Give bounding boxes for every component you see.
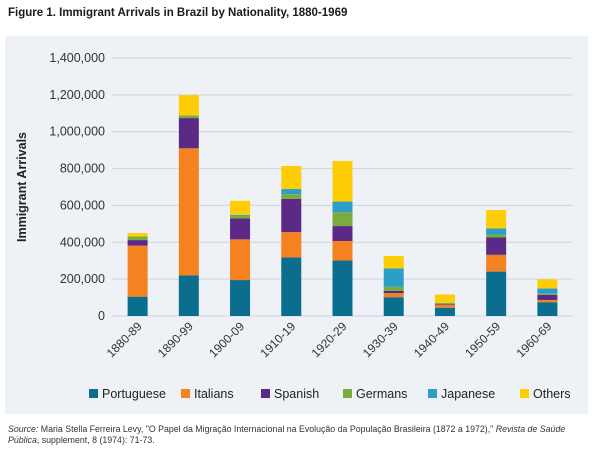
y-tick-label: 200,000 <box>60 272 105 286</box>
x-tick-label: 1900-09 <box>206 319 247 360</box>
legend-swatch-italians <box>181 389 190 398</box>
bar-segment-others <box>230 200 251 216</box>
legend-label-spanish: Spanish <box>274 387 319 401</box>
bar-segment-germans <box>178 115 199 119</box>
bar-segment-others <box>178 95 199 116</box>
x-tick-label: 1950-59 <box>462 319 503 360</box>
bar-segment-spanish <box>281 198 302 233</box>
bar-segment-portuguese <box>434 307 455 316</box>
bar-segment-italians <box>486 254 507 272</box>
bar-segment-japanese <box>383 268 404 287</box>
bar-segment-others <box>383 255 404 269</box>
bar-segment-germans <box>486 234 507 238</box>
bar-segment-spanish <box>537 294 558 300</box>
bar-segment-italians <box>178 148 199 276</box>
y-tick-label: 800,000 <box>60 162 105 176</box>
bar-segment-italians <box>383 293 404 298</box>
y-tick-label: 1,200,000 <box>49 88 105 102</box>
source-note: Source: Maria Stella Ferreira Levy, "O P… <box>8 424 588 446</box>
bar-segment-germans <box>332 212 353 227</box>
bar-segment-japanese <box>486 228 507 235</box>
bar-segment-italians <box>434 304 455 308</box>
bar-segment-spanish <box>383 290 404 294</box>
legend-label-germans: Germans <box>356 387 407 401</box>
y-tick-label: 1,400,000 <box>49 51 105 65</box>
bar-segment-portuguese <box>486 271 507 316</box>
legend-swatch-spanish <box>261 389 270 398</box>
legend-swatch-japanese <box>428 389 437 398</box>
bar-segment-others <box>537 279 558 289</box>
bar-segment-portuguese <box>127 296 148 316</box>
y-tick-label: 1,000,000 <box>49 125 105 139</box>
bar-segment-portuguese <box>537 302 558 316</box>
bar-segment-italians <box>230 239 251 281</box>
bar-segment-portuguese <box>383 297 404 316</box>
y-tick-label: 600,000 <box>60 198 105 212</box>
bar-segment-germans <box>127 236 148 241</box>
bar-segment-others <box>281 165 302 190</box>
bar-segment-germans <box>230 215 251 219</box>
legend-label-others: Others <box>533 387 571 401</box>
bar-segment-portuguese <box>281 257 302 316</box>
x-tick-label: 1920-29 <box>309 319 350 360</box>
bar-segment-spanish <box>178 118 199 149</box>
source-journal: Revista de Saúde Pública <box>8 424 566 445</box>
bar-segment-spanish <box>486 237 507 255</box>
chart-panel: 0 200,000 400,000 600,000 800,000 1,000,000 1,… <box>5 36 588 414</box>
legend-swatch-germans <box>343 389 352 398</box>
stacked-bar-chart: 0 200,000 400,000 600,000 800,000 1,000,000 1,… <box>15 51 573 401</box>
bar-segment-italians <box>127 245 148 297</box>
bar-segment-japanese <box>230 215 251 216</box>
figure-title: Figure 1. Immigrant Arrivals in Brazil b… <box>8 7 348 19</box>
bar-segment-japanese <box>281 189 302 195</box>
y-axis-title: Immigrant Arrivals <box>15 132 29 242</box>
legend-swatch-others <box>520 389 529 398</box>
legend-label-japanese: Japanese <box>441 387 495 401</box>
y-tick-label: 0 <box>98 309 105 323</box>
source-text-2: , supplement, 8 (1974): 71-73. <box>36 435 155 445</box>
bar-segment-portuguese <box>230 280 251 316</box>
bar-segment-spanish <box>127 240 148 246</box>
bar-segment-others <box>127 233 148 237</box>
bar-segment-spanish <box>332 226 353 241</box>
source-label: Source: <box>8 424 39 434</box>
x-tick-label: 1960-69 <box>513 319 554 360</box>
x-tick-label: 1930-39 <box>360 319 401 360</box>
bar-segment-germans <box>383 286 404 291</box>
bar-segment-germans <box>434 303 455 305</box>
legend-swatch-portuguese <box>89 389 98 398</box>
bar-segment-germans <box>281 194 302 199</box>
bar-segment-others <box>434 294 455 303</box>
bar-segment-italians <box>537 299 558 303</box>
bar-segment-others <box>486 210 507 229</box>
bar-segment-portuguese <box>178 275 199 316</box>
bar-segment-spanish <box>230 218 251 240</box>
bar-segment-japanese <box>537 288 558 294</box>
x-tick-label: 1910-19 <box>257 319 298 360</box>
bar-segment-portuguese <box>332 260 353 316</box>
bar-segment-italians <box>281 232 302 258</box>
x-tick-label: 1890-99 <box>155 319 196 360</box>
x-tick-label: 1880-89 <box>104 319 145 360</box>
bar-segment-germans <box>537 293 558 295</box>
bar-segment-italians <box>332 240 353 261</box>
bar-segment-others <box>332 161 353 202</box>
bar-segment-spanish <box>434 304 455 305</box>
y-tick-label: 400,000 <box>60 235 105 249</box>
source-text: Maria Stella Ferreira Levy, "O Papel da … <box>38 424 496 434</box>
legend-label-portuguese: Portuguese <box>102 387 166 401</box>
legend-label-italians: Italians <box>194 387 234 401</box>
x-tick-label: 1940-49 <box>411 319 452 360</box>
bar-segment-japanese <box>332 201 353 213</box>
